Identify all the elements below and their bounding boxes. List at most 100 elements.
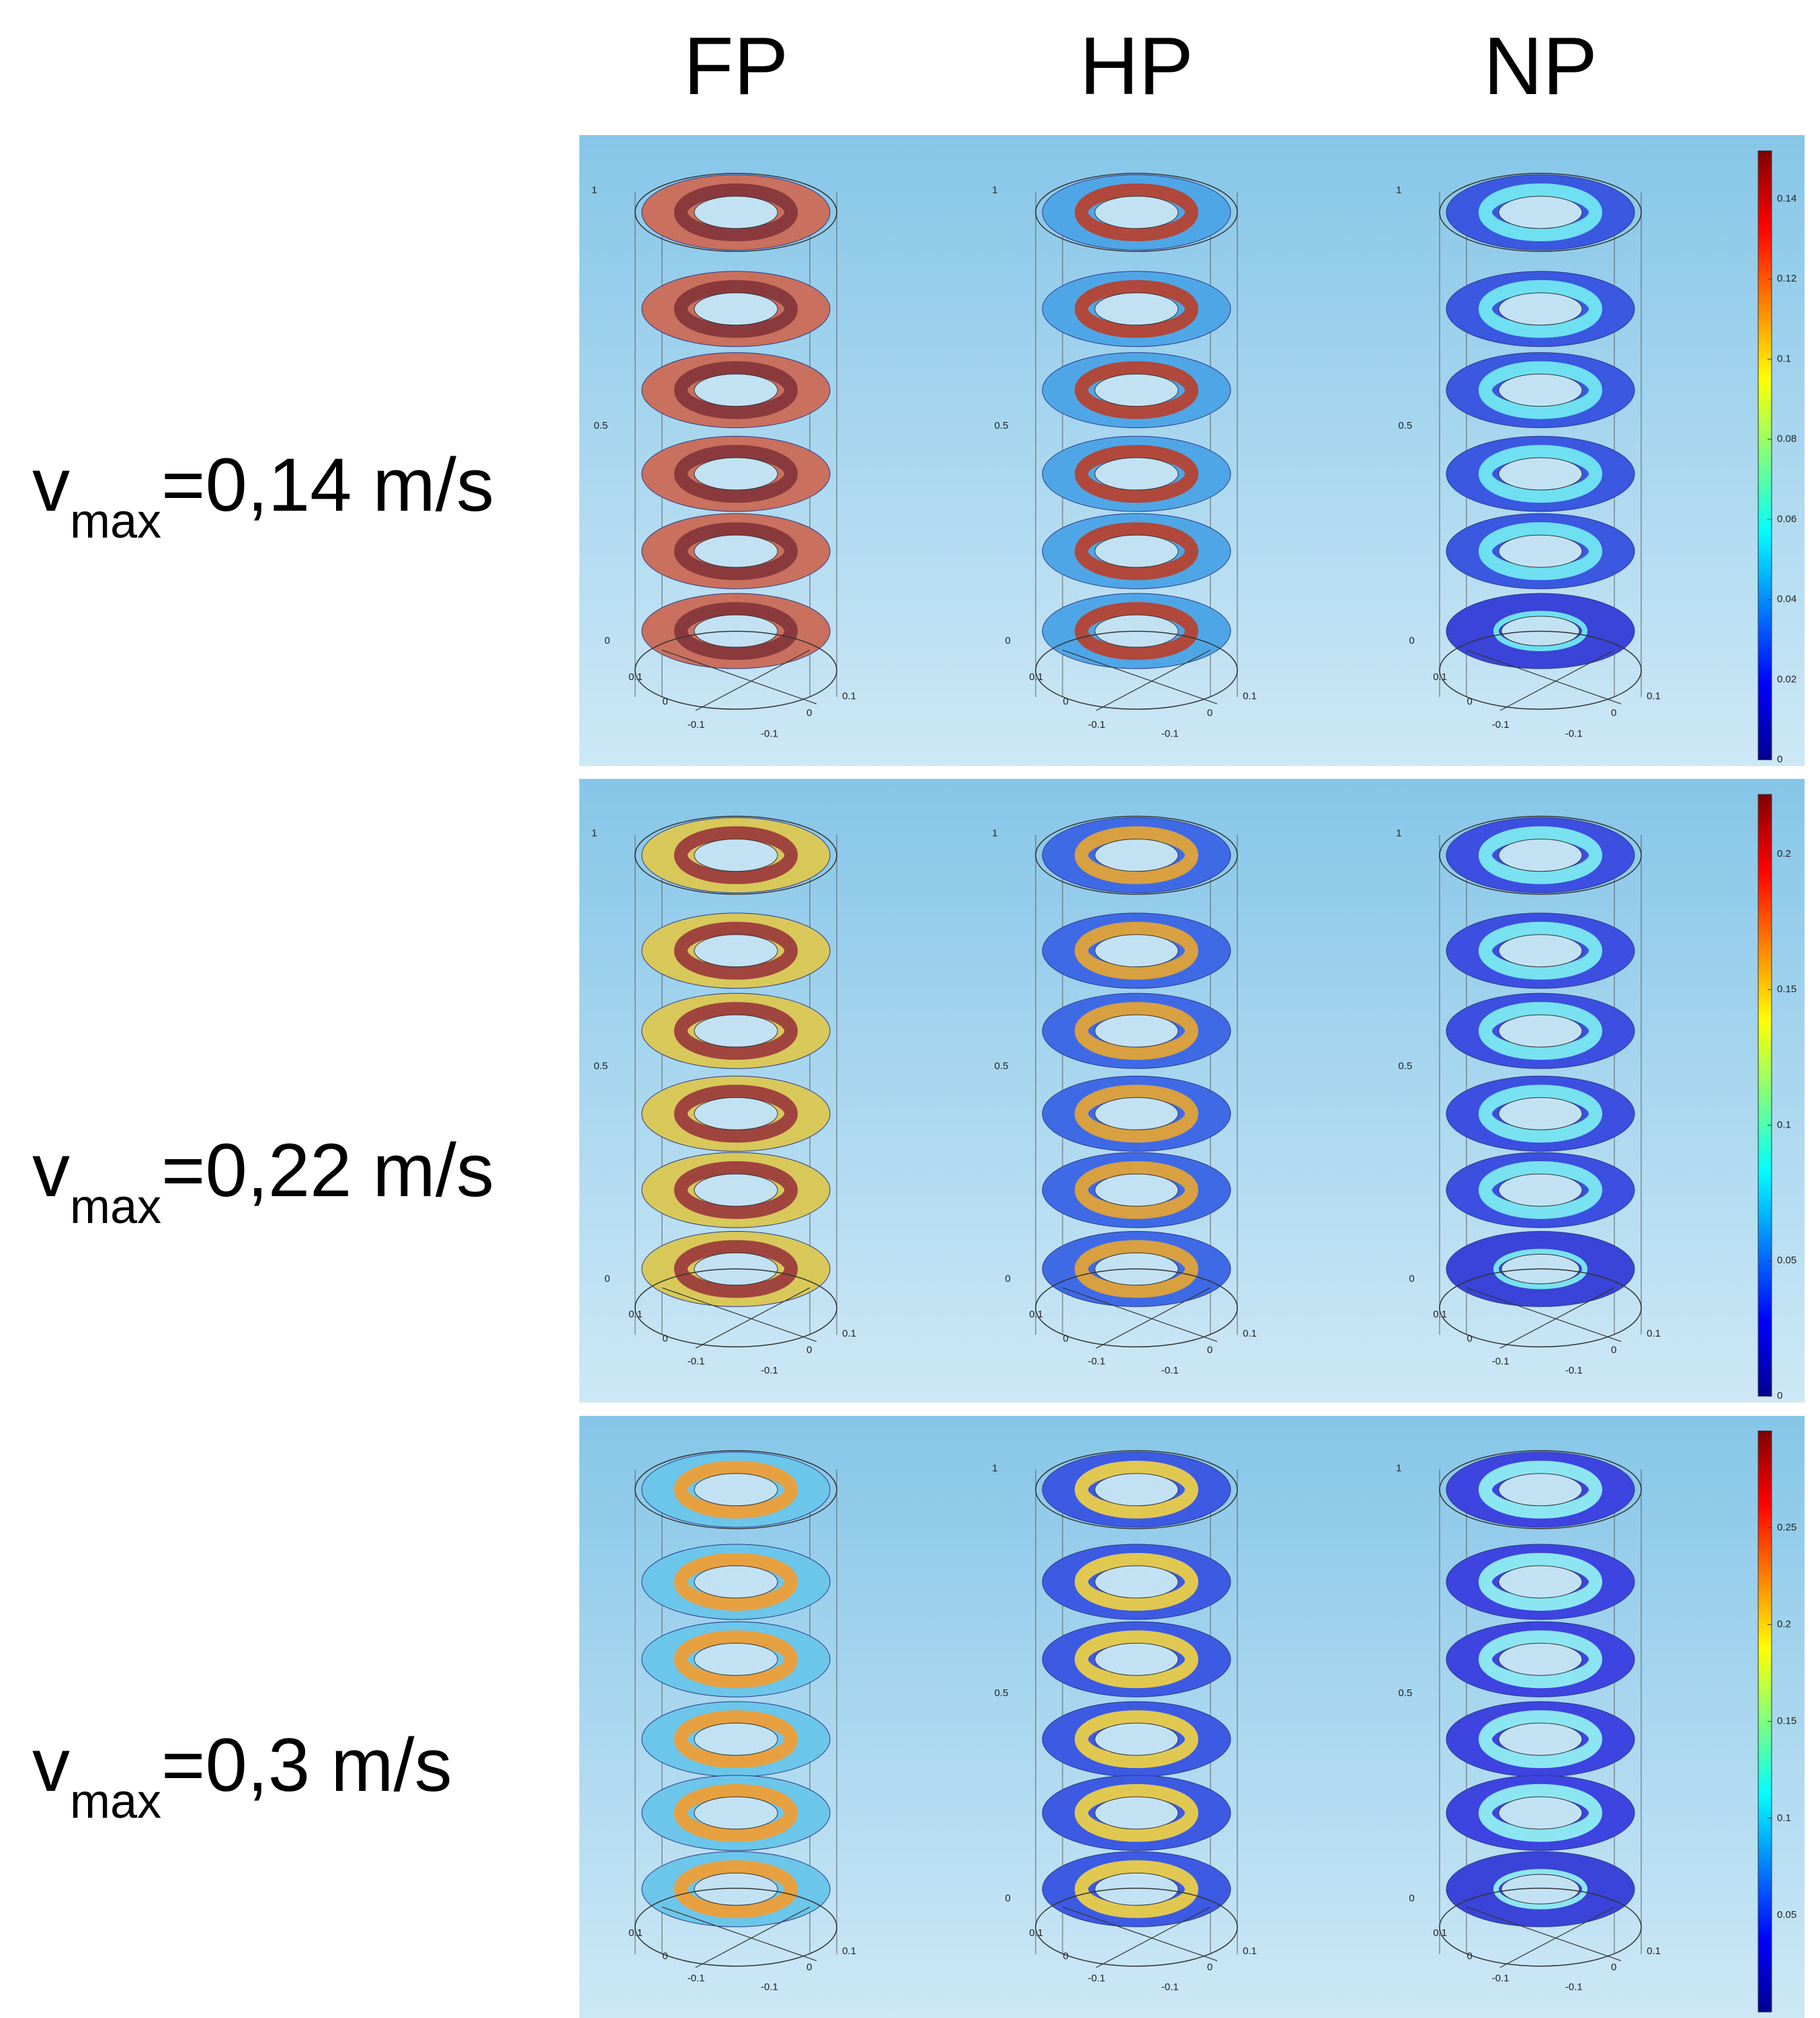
axis-label: 0 bbox=[1409, 635, 1414, 646]
axis-label: 0.1 bbox=[1433, 671, 1447, 683]
axis-label: 0.5 bbox=[994, 1687, 1008, 1699]
axis-label: 0.1 bbox=[1243, 691, 1257, 702]
axis-label: 0 bbox=[1611, 708, 1616, 719]
axis-label: 0.1 bbox=[1029, 1927, 1043, 1939]
row-label: vmax=0,3 m/s bbox=[32, 1723, 452, 1828]
axis-label: 0 bbox=[1207, 1344, 1212, 1355]
ring-hole bbox=[1499, 1174, 1582, 1206]
axis-label: 0.1 bbox=[842, 691, 856, 702]
axis-label: 0 bbox=[1005, 1273, 1010, 1284]
colorbar-tick-label: 0.2 bbox=[1777, 848, 1791, 859]
axis-label: 1 bbox=[1396, 827, 1401, 839]
colorbar-tick-label: 0.25 bbox=[1777, 1521, 1796, 1533]
ring-hole bbox=[694, 196, 778, 228]
axis-label: -0.1 bbox=[1161, 1365, 1179, 1376]
axis-label: -0.1 bbox=[1565, 1981, 1583, 1992]
ring-hole bbox=[694, 293, 778, 325]
axis-label: 0 bbox=[1005, 1893, 1010, 1904]
colorbar-tick-label: 0.15 bbox=[1777, 984, 1796, 995]
ring-hole bbox=[1499, 1566, 1582, 1598]
colorbar-tick-label: 0.2 bbox=[1777, 1619, 1791, 1630]
ring-hole bbox=[694, 1723, 778, 1755]
axis-label: 0.1 bbox=[1647, 1945, 1661, 1957]
axis-label: 0 bbox=[1409, 1273, 1414, 1284]
axis-label: 0.1 bbox=[1433, 1308, 1447, 1320]
axis-label: 0 bbox=[1063, 696, 1069, 707]
ring-hole bbox=[1095, 1566, 1178, 1598]
ring-hole bbox=[1095, 1097, 1178, 1130]
ring-hole bbox=[1095, 1643, 1178, 1675]
colorbar-tick-label: 0 bbox=[1777, 1390, 1782, 1402]
axis-label: 1 bbox=[1396, 184, 1401, 196]
axis-label: 0 bbox=[806, 1344, 812, 1355]
row-label-v: v bbox=[32, 443, 70, 527]
axis-label: -0.1 bbox=[688, 719, 705, 730]
ring-hole bbox=[1095, 1174, 1178, 1206]
axis-label: 1 bbox=[992, 184, 997, 196]
axis-label: 0.5 bbox=[994, 420, 1008, 431]
axis-label: 0.1 bbox=[1647, 691, 1661, 702]
row-label: vmax=0,14 m/s bbox=[32, 443, 494, 548]
ring-hole bbox=[1095, 458, 1178, 490]
axis-label: -0.1 bbox=[761, 1981, 778, 1992]
colorbar-tick-label: 0.06 bbox=[1777, 513, 1796, 525]
axis-label: 0 bbox=[1063, 1951, 1069, 1962]
axis-label: 0 bbox=[1467, 696, 1473, 707]
ring-hole bbox=[1095, 1474, 1178, 1506]
column-header: HP bbox=[1079, 20, 1193, 112]
ring-hole bbox=[1499, 196, 1582, 228]
axis-label: -0.1 bbox=[1161, 728, 1179, 739]
ring-hole bbox=[694, 839, 778, 872]
axis-label: 1 bbox=[591, 184, 597, 196]
axis-label: 0 bbox=[1207, 708, 1212, 719]
axis-label: 0.1 bbox=[1029, 671, 1043, 683]
axis-label: 0.5 bbox=[593, 420, 608, 431]
axis-label: 0 bbox=[663, 1951, 668, 1962]
figure: FPHPNPvmax=0,14 m/s10.500.10-0.1-0.100.1… bbox=[0, 0, 1820, 2018]
ring-hole bbox=[694, 935, 778, 967]
axis-label: -0.1 bbox=[1088, 719, 1106, 730]
colorbar-tick-label: 0.15 bbox=[1777, 1716, 1796, 1727]
axis-label: 0.5 bbox=[593, 1060, 608, 1072]
axis-label: 1 bbox=[591, 827, 597, 839]
axis-label: 0.1 bbox=[628, 1308, 643, 1320]
colorbar bbox=[1758, 151, 1772, 759]
axis-label: -0.1 bbox=[1492, 719, 1509, 730]
axis-label: -0.1 bbox=[1492, 1972, 1509, 1984]
row-label-value: =0,14 m/s bbox=[161, 443, 494, 527]
ring-hole bbox=[1499, 1097, 1582, 1130]
ring-hole bbox=[694, 1797, 778, 1829]
axis-label: 1 bbox=[992, 1462, 997, 1474]
axis-label: 0.1 bbox=[842, 1328, 856, 1339]
ring-hole bbox=[1499, 839, 1582, 872]
axis-label: 0.5 bbox=[1398, 1060, 1412, 1072]
axis-label: -0.1 bbox=[1161, 1981, 1179, 1992]
colorbar-tick-label: 0.04 bbox=[1777, 593, 1796, 605]
colorbar-tick-label: 0.05 bbox=[1777, 1909, 1796, 1921]
colorbar-tick-label: 0.08 bbox=[1777, 433, 1796, 445]
ring-hole bbox=[1095, 839, 1178, 872]
axis-label: 0 bbox=[1611, 1962, 1616, 1973]
ring-hole bbox=[1095, 196, 1178, 228]
ring-hole bbox=[1095, 293, 1178, 325]
axis-label: 0 bbox=[806, 708, 812, 719]
ring-hole bbox=[694, 1015, 778, 1047]
ring-hole bbox=[694, 374, 778, 407]
ring-hole bbox=[1499, 935, 1582, 967]
colorbar-tick-label: 0.05 bbox=[1777, 1255, 1796, 1266]
axis-label: 0 bbox=[1467, 1951, 1473, 1962]
colorbar bbox=[1758, 794, 1772, 1396]
axis-label: 1 bbox=[992, 827, 997, 839]
axis-label: 0.1 bbox=[628, 671, 643, 683]
ring-hole bbox=[1499, 1015, 1582, 1047]
axis-label: 0 bbox=[604, 635, 610, 646]
ring-hole bbox=[1095, 1723, 1178, 1755]
ring-hole bbox=[1499, 293, 1582, 325]
axis-label: 0 bbox=[1467, 1333, 1473, 1344]
ring-hole bbox=[1095, 374, 1178, 407]
ring-hole bbox=[1499, 1723, 1582, 1755]
axis-label: 0.1 bbox=[1029, 1308, 1043, 1320]
colorbar-tick-label: 0.1 bbox=[1777, 353, 1791, 364]
axis-label: 0.1 bbox=[1243, 1328, 1257, 1339]
axis-label: 0 bbox=[1063, 1333, 1069, 1344]
